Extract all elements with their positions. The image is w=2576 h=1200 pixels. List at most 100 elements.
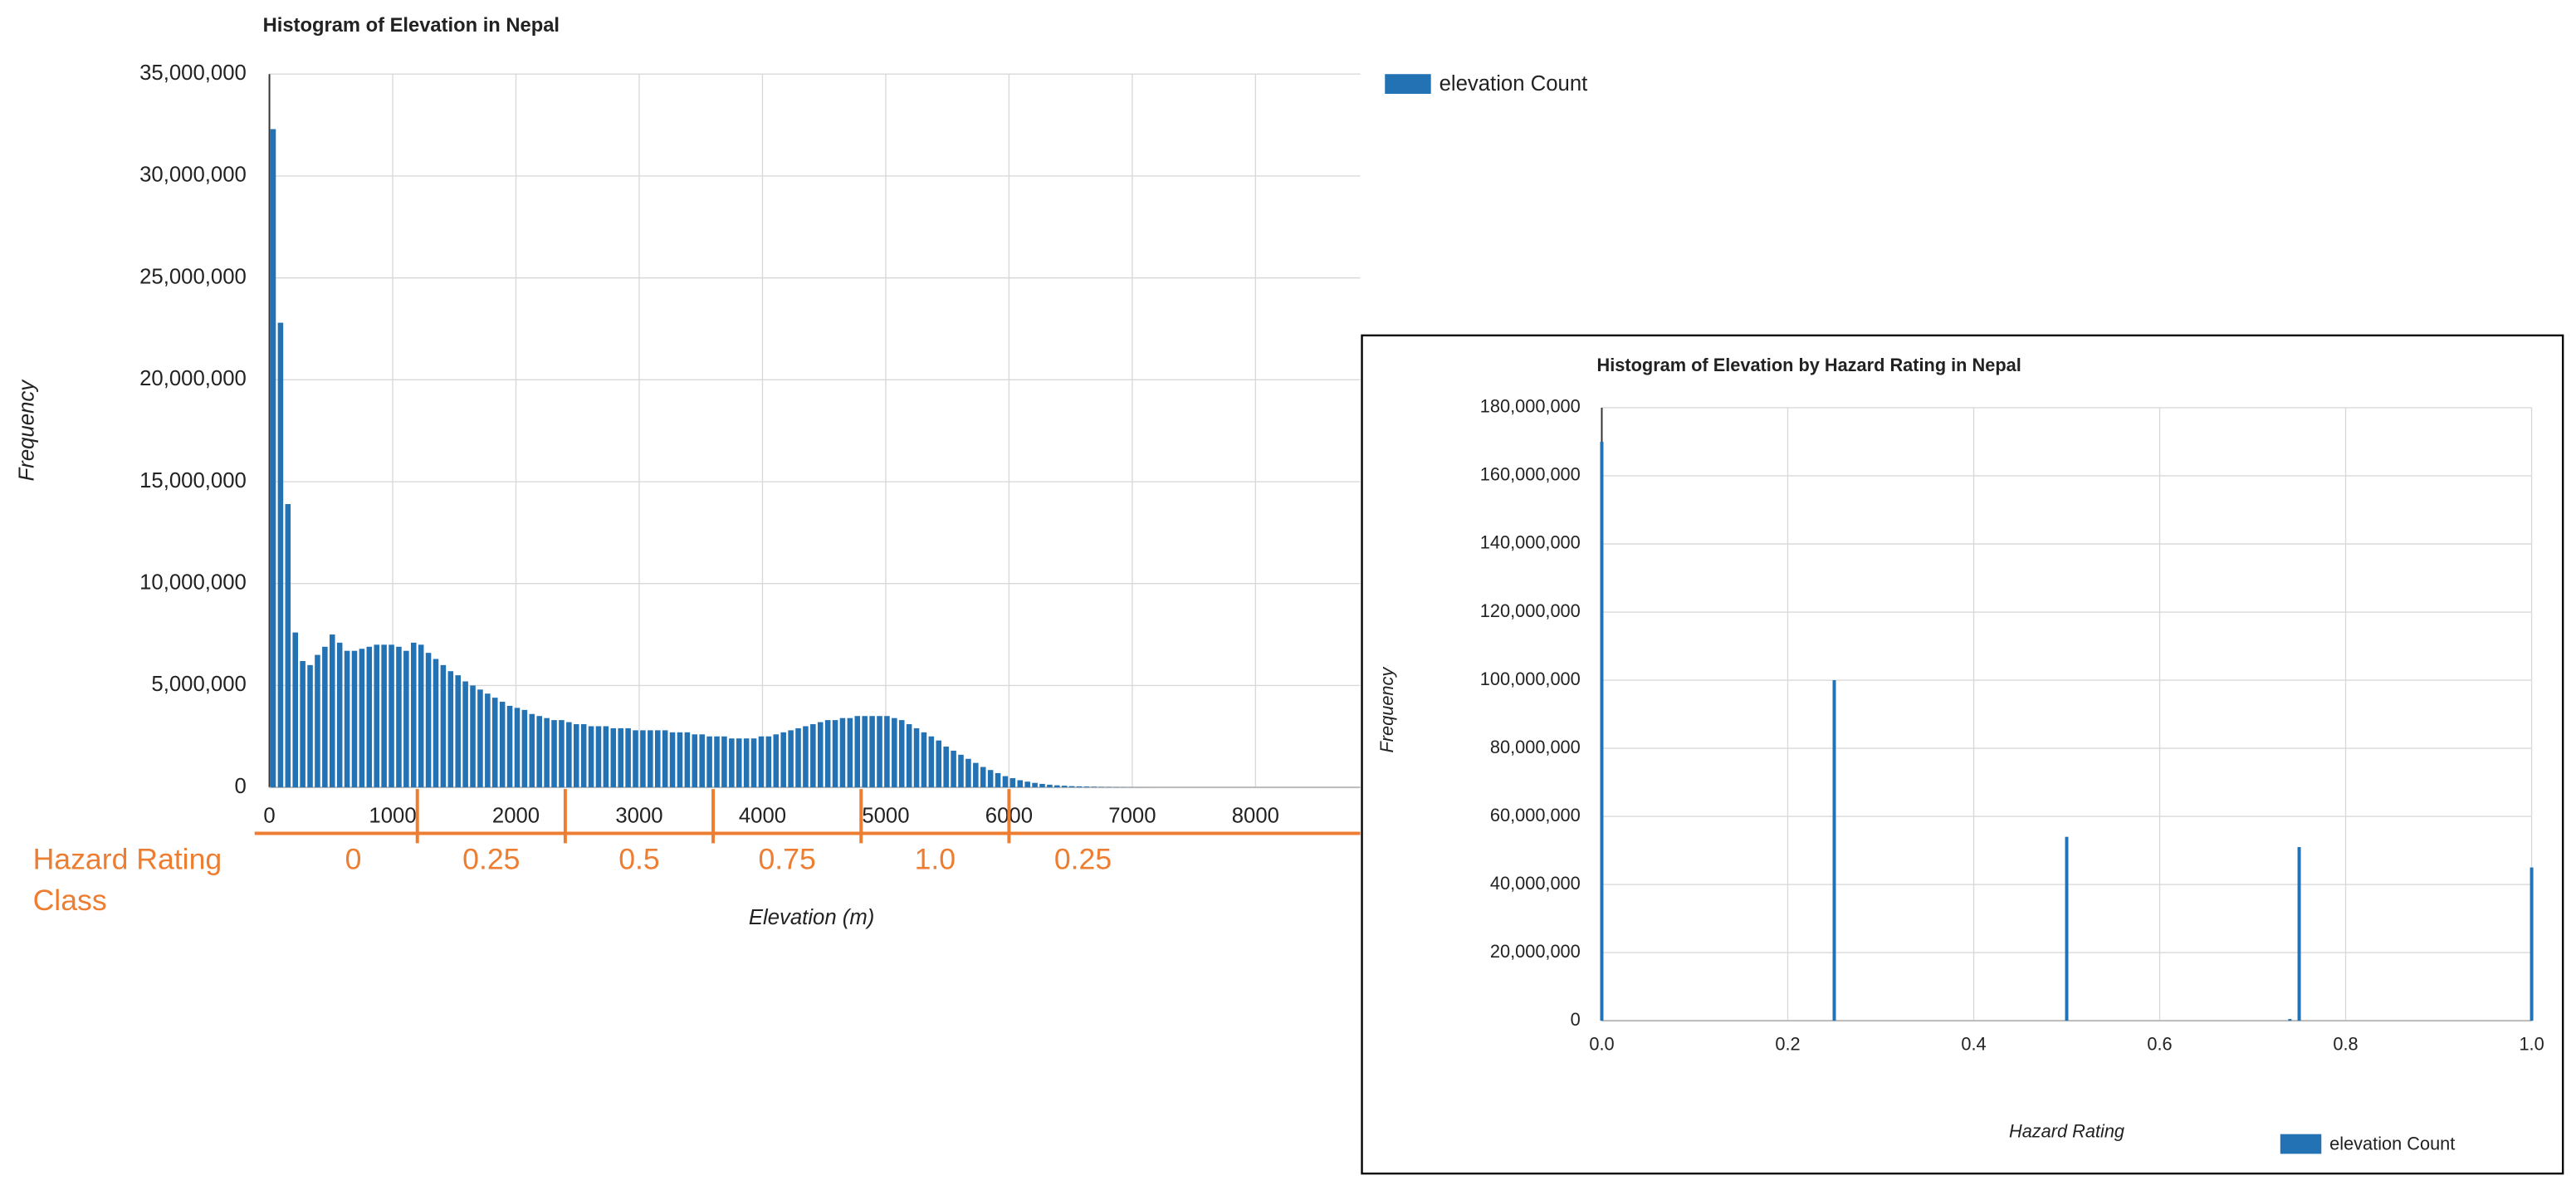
bar [898,720,905,788]
bar [625,727,631,788]
bar [462,681,468,788]
bar [951,750,956,788]
bar [721,736,727,788]
bar [1054,785,1060,788]
bar [817,722,824,788]
bar [892,718,897,788]
legend-label: elevation Count [1440,72,1588,96]
bar [684,732,691,788]
bar [995,772,1001,788]
bar [921,732,927,788]
bar [588,726,594,788]
bar [973,762,979,788]
bar [447,671,454,788]
x-tick-label: 1.0 [2519,1034,2544,1055]
bar [322,646,328,788]
bar [336,642,343,788]
y-tick-label: 120,000,000 [1480,600,1581,621]
y-tick-label: 20,000,000 [139,367,247,390]
bar [1039,783,1045,788]
bar [987,770,994,788]
hazard-class-label: 0.5 [618,843,660,876]
y-tick-label: 40,000,000 [1490,873,1581,894]
x-tick-label: 2000 [492,805,540,828]
bar [1002,776,1009,788]
bar [315,654,320,788]
bar [1017,780,1024,788]
y-tick-label: 160,000,000 [1480,464,1581,485]
y-tick-label: 100,000,000 [1480,669,1581,689]
chart-title: Histogram of Elevation in Nepal [263,15,560,37]
bar [277,322,284,788]
x-axis-title: Elevation (m) [749,906,874,929]
bar [551,720,557,788]
bar [433,659,439,788]
hazard-class-label: 0.25 [462,843,520,876]
bar [714,736,720,788]
bar [1009,778,1016,788]
bar [913,727,920,788]
bar [491,698,498,788]
bar [374,644,379,788]
bar [662,730,668,788]
legend-label: elevation Count [2329,1133,2455,1153]
bar [389,644,394,788]
bar [862,716,868,788]
bar [928,736,935,788]
bar [633,730,638,788]
bar [788,730,794,788]
x-tick-label: 0.0 [1589,1034,1614,1055]
bar [854,716,861,788]
bar [958,754,964,788]
bar [1091,786,1097,788]
hazard-class-title: Class [33,884,107,917]
y-tick-label: 60,000,000 [1490,805,1581,825]
x-tick-label: 0 [263,805,275,828]
bar [477,689,483,788]
bar [470,685,476,788]
bar [411,642,417,788]
bar [603,726,609,788]
bar [736,738,742,788]
bar [506,705,513,788]
bar [1832,680,1836,1021]
bar [544,718,550,788]
bar [425,653,432,788]
y-tick-label: 5,000,000 [151,673,246,696]
bar [396,646,402,788]
bar [648,730,653,788]
bar [677,732,683,788]
x-tick-label: 0.4 [1961,1034,1986,1055]
bar [270,129,276,788]
x-tick-label: 0.6 [2147,1034,2172,1055]
bar [729,738,735,788]
bar [381,644,387,788]
y-tick-label: 10,000,000 [139,571,247,595]
bar [706,736,712,788]
y-tick-label: 15,000,000 [139,469,247,492]
hazard-class-label: 0.25 [1054,843,1112,876]
bar [839,718,846,788]
bar [618,727,623,788]
bar [765,736,772,788]
x-tick-label: 8000 [1232,805,1279,828]
bar [640,730,646,788]
y-tick-label: 30,000,000 [139,164,247,187]
bar [1068,786,1075,788]
bar [573,724,579,788]
bar [366,646,373,788]
bar [351,650,358,788]
bar [965,758,971,788]
bar [514,708,521,788]
bar [669,732,676,788]
bar [750,738,757,788]
y-tick-label: 180,000,000 [1480,396,1581,417]
bar [847,718,853,788]
bar [529,713,535,788]
hazard-class-label: 0 [345,843,362,876]
legend-swatch [2280,1134,2322,1154]
bar [943,747,949,788]
bar [566,722,572,788]
bar [1083,786,1090,788]
